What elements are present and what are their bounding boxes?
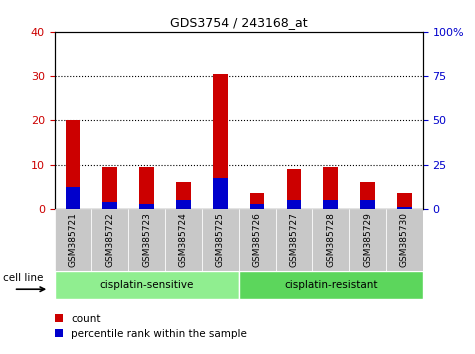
Bar <box>286 200 301 209</box>
Bar <box>176 182 191 209</box>
Text: GSM385728: GSM385728 <box>326 212 335 267</box>
Bar <box>103 167 117 209</box>
Title: GDS3754 / 243168_at: GDS3754 / 243168_at <box>170 16 307 29</box>
Bar <box>139 167 154 209</box>
Bar <box>360 200 375 209</box>
Text: GSM385725: GSM385725 <box>216 212 225 267</box>
FancyBboxPatch shape <box>238 271 423 299</box>
Text: GSM385727: GSM385727 <box>289 212 298 267</box>
Text: GSM385730: GSM385730 <box>400 212 409 267</box>
Bar <box>323 200 338 209</box>
Text: GSM385722: GSM385722 <box>105 212 114 267</box>
FancyBboxPatch shape <box>55 209 91 271</box>
Text: cisplatin-sensitive: cisplatin-sensitive <box>99 280 194 290</box>
FancyBboxPatch shape <box>349 209 386 271</box>
Legend: count, percentile rank within the sample: count, percentile rank within the sample <box>50 310 251 343</box>
FancyBboxPatch shape <box>165 209 202 271</box>
FancyBboxPatch shape <box>55 271 238 299</box>
Text: cell line: cell line <box>3 273 43 283</box>
Bar <box>250 193 265 209</box>
Text: cisplatin-resistant: cisplatin-resistant <box>284 280 378 290</box>
Text: GSM385723: GSM385723 <box>142 212 151 267</box>
Bar <box>286 169 301 209</box>
Bar <box>213 74 228 209</box>
Text: GSM385726: GSM385726 <box>253 212 262 267</box>
Bar <box>250 205 265 209</box>
Bar <box>66 187 80 209</box>
Bar <box>397 207 412 209</box>
FancyBboxPatch shape <box>386 209 423 271</box>
Bar <box>397 193 412 209</box>
Bar <box>103 202 117 209</box>
Text: GSM385724: GSM385724 <box>179 212 188 267</box>
Text: GSM385729: GSM385729 <box>363 212 372 267</box>
FancyBboxPatch shape <box>276 209 313 271</box>
FancyBboxPatch shape <box>202 209 238 271</box>
Bar <box>66 120 80 209</box>
Bar <box>213 178 228 209</box>
FancyBboxPatch shape <box>313 209 349 271</box>
Text: GSM385721: GSM385721 <box>68 212 77 267</box>
Bar <box>139 205 154 209</box>
FancyBboxPatch shape <box>128 209 165 271</box>
Bar <box>323 167 338 209</box>
Bar <box>360 182 375 209</box>
FancyBboxPatch shape <box>238 209 276 271</box>
Bar <box>176 200 191 209</box>
FancyBboxPatch shape <box>91 209 128 271</box>
